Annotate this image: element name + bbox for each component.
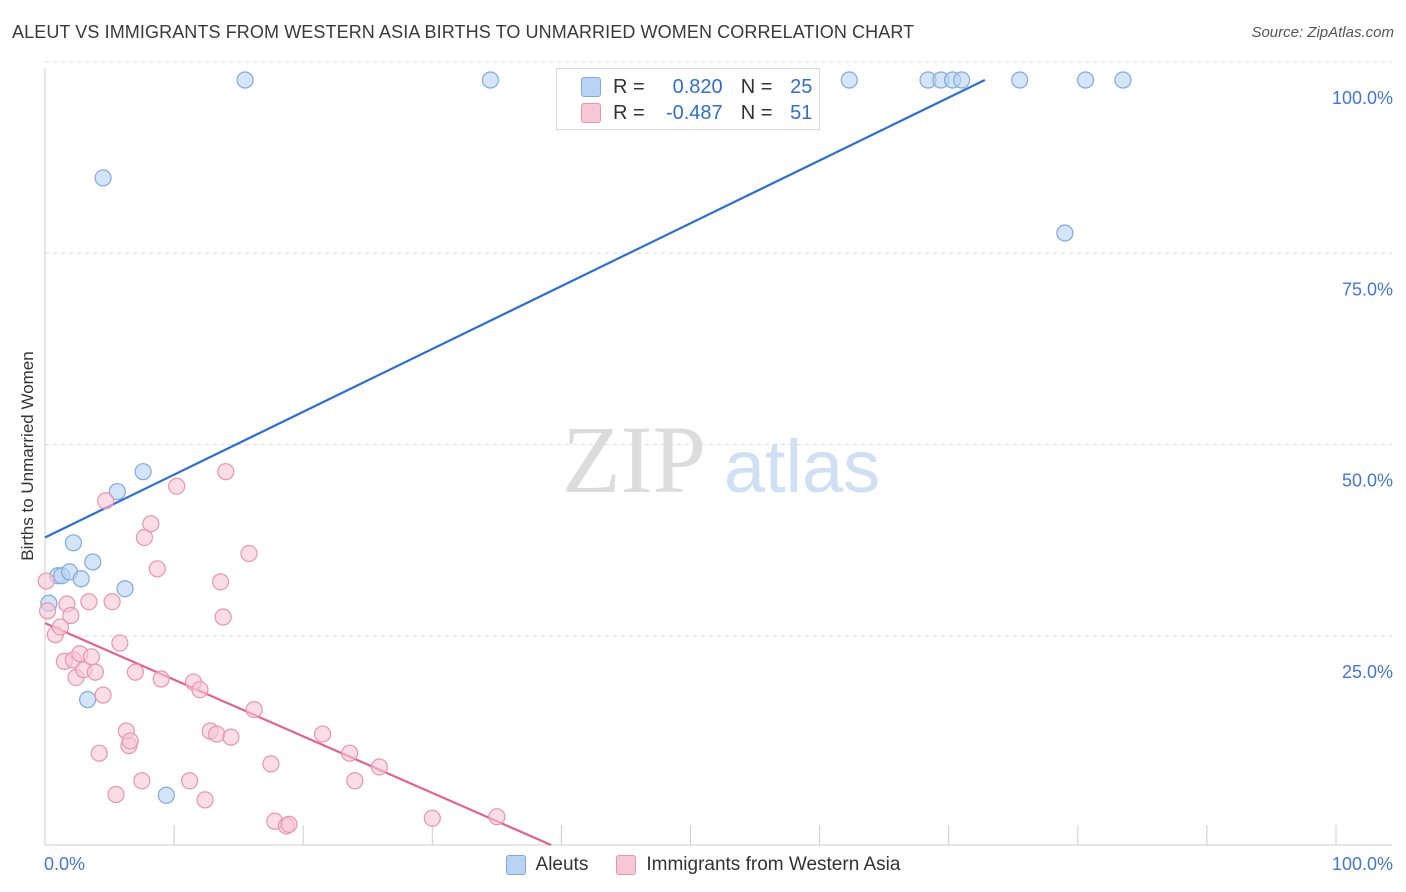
r-label: R = (613, 75, 645, 98)
data-point-immigrants (62, 606, 80, 625)
data-point-immigrants (107, 785, 125, 804)
data-point-immigrants (51, 618, 70, 636)
watermark-atlas: atlas (724, 425, 880, 508)
legend-item-aleuts[interactable]: Aleuts (505, 854, 589, 876)
data-point-immigrants (135, 528, 154, 547)
data-point-immigrants (142, 515, 160, 533)
data-point-immigrants (280, 815, 298, 833)
n-label: N = (740, 75, 773, 98)
data-point-aleuts (116, 580, 134, 598)
data-point-immigrants (90, 744, 108, 762)
data-point-aleuts (481, 71, 499, 89)
data-point-immigrants (80, 593, 98, 611)
data-point-aleuts (1076, 71, 1095, 89)
stats-row-immigrants: R = -0.487 N = 51 (581, 101, 812, 125)
data-point-immigrants (121, 732, 139, 750)
trendlines (44, 79, 986, 847)
n-value: 51 (790, 101, 813, 124)
trendline-immigrants (44, 622, 552, 847)
aleuts-swatch (581, 77, 601, 97)
r-value: 0.820 (672, 75, 723, 98)
series-legend: Aleuts Immigrants from Western Asia (0, 852, 1406, 878)
x-tick-label: 100.0% (1332, 854, 1393, 874)
n-label: N = (740, 101, 773, 124)
data-point-immigrants (214, 608, 232, 626)
data-point-immigrants (222, 728, 240, 746)
data-point-immigrants (245, 700, 263, 719)
r-value: -0.487 (665, 101, 723, 124)
stats-row-aleuts: R = 0.820 N = 25 (581, 75, 812, 99)
data-point-immigrants (133, 772, 151, 790)
data-point-immigrants (191, 681, 209, 699)
trendline-aleuts (44, 79, 986, 539)
watermark: ZIP atlas (562, 406, 880, 513)
axes (44, 68, 1392, 846)
data-point-immigrants (126, 663, 144, 681)
data-point-immigrants (262, 755, 280, 773)
y-tick-label: 25.0% (1342, 662, 1393, 682)
data-point-aleuts (79, 691, 97, 709)
data-point-immigrants (94, 686, 112, 704)
data-point-aleuts (157, 786, 175, 804)
data-point-aleuts (236, 71, 254, 89)
data-point-immigrants (240, 544, 258, 563)
x-tick-label: 0.0% (44, 854, 85, 874)
data-point-aleuts (134, 463, 152, 481)
watermark-zip: ZIP (562, 406, 706, 513)
legend-label-immigrants: Immigrants from Western Asia (646, 854, 901, 875)
data-point-immigrants (111, 634, 129, 652)
data-point-immigrants (97, 492, 115, 510)
y-tick-label: 50.0% (1342, 471, 1393, 491)
chart-title: ALEUT VS IMMIGRANTS FROM WESTERN ASIA BI… (12, 22, 915, 42)
data-point-immigrants (82, 648, 101, 666)
data-point-immigrants (346, 772, 364, 790)
data-point-immigrants (370, 758, 388, 776)
data-point-aleuts (94, 169, 112, 187)
data-point-aleuts (84, 553, 102, 571)
data-point-aleuts (72, 570, 90, 588)
legend-item-immigrants[interactable]: Immigrants from Western Asia (616, 854, 900, 876)
data-point-immigrants (217, 463, 235, 481)
data-point-aleuts (64, 534, 83, 552)
data-point-immigrants (180, 772, 199, 790)
data-point-immigrants (488, 808, 506, 826)
tick-labels: 25.0% 50.0% 75.0% 100.0% 0.0% 100.0% (44, 88, 1393, 874)
data-point-aleuts (1011, 71, 1029, 89)
grid-lines (45, 61, 1392, 637)
data-point-immigrants (208, 725, 226, 743)
y-tick-label: 75.0% (1342, 279, 1393, 299)
data-point-immigrants (423, 809, 441, 827)
data-point-immigrants (196, 791, 214, 809)
immigrants-swatch (581, 103, 601, 123)
data-point-aleuts (840, 71, 858, 89)
data-point-immigrants (152, 670, 170, 688)
data-point-aleuts (108, 482, 126, 501)
data-points (37, 71, 1132, 835)
data-point-immigrants (37, 572, 55, 590)
data-point-immigrants (313, 725, 332, 743)
immigrants-swatch (616, 855, 637, 875)
data-point-immigrants (103, 593, 121, 611)
aleuts-swatch (505, 855, 526, 875)
data-point-immigrants (148, 560, 166, 578)
data-point-immigrants (168, 477, 186, 495)
y-tick-label: 100.0% (1332, 88, 1393, 108)
data-point-immigrants (211, 573, 230, 591)
data-point-immigrants (38, 602, 57, 620)
legend-label-aleuts: Aleuts (535, 854, 589, 875)
data-point-aleuts (1056, 224, 1074, 242)
source-label: Source: ZipAtlas.com (1251, 24, 1394, 41)
data-point-aleuts (1114, 71, 1132, 89)
r-label: R = (613, 101, 645, 124)
stats-legend: R = 0.820 N = 25 R = -0.487 N = 51 (556, 68, 820, 130)
data-point-aleuts (953, 71, 971, 89)
data-point-immigrants (341, 744, 359, 762)
data-point-immigrants (86, 663, 104, 681)
n-value: 25 (790, 75, 813, 98)
